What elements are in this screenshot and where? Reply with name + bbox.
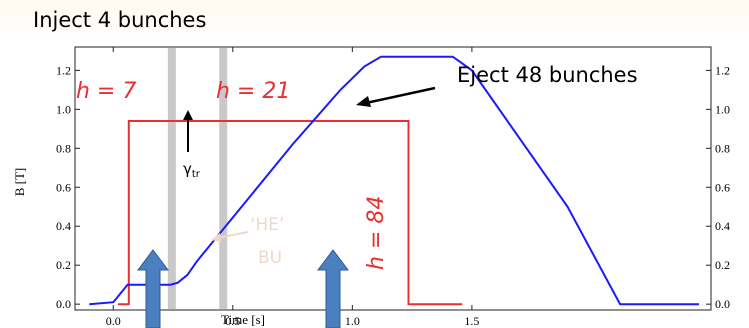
x-tick-label: 0.0 [106, 314, 121, 328]
y-tick-label-right: 0.8 [715, 141, 730, 155]
eject-label: Eject 48 bunches [457, 63, 638, 87]
header-strip [0, 0, 749, 40]
y-tick-label-right: 0.4 [715, 219, 730, 233]
gamma-tr-arrow [183, 110, 193, 152]
y-tick-label-right: 1.0 [715, 102, 730, 116]
harmonic-h84-label: h = 84 [364, 196, 389, 270]
harmonic-h21-label: h = 21 [216, 79, 290, 104]
harmonic-h7-label: h = 7 [76, 79, 136, 104]
y-tick-label-right: 0.2 [715, 258, 730, 272]
slide-title: Inject 4 bunches [33, 8, 206, 32]
y-tick-label-left: 1.2 [56, 63, 71, 77]
injection-arrow-left [137, 249, 169, 328]
shaded-band-1 [167, 48, 176, 309]
y-tick-label-right: 1.2 [715, 63, 730, 77]
y-tick-label-right: 0.0 [715, 297, 730, 311]
eject-arrow [356, 86, 436, 107]
x-axis-label: Time [s] [221, 312, 265, 327]
x-tick-label: 1.5 [464, 314, 479, 328]
y-tick-label-right: 0.6 [715, 180, 730, 194]
rf-harmonic-line [118, 120, 463, 306]
magnetic-field-line [89, 55, 699, 306]
y-tick-label-left: 0.6 [56, 180, 71, 194]
y-tick-label-left: 1.0 [56, 102, 71, 116]
bu-label: BU [258, 248, 282, 268]
he-bu-arrow [211, 231, 249, 242]
shaded-bands [167, 48, 228, 309]
he-label: ‘HE’ [250, 215, 284, 235]
y-axis-label: B [T] [12, 168, 27, 197]
x-tick-label: 1.0 [345, 314, 360, 328]
plot-frame [74, 46, 712, 311]
shaded-band-2 [219, 48, 228, 309]
axis-ticks: 0.0 0.0 0.2 0.2 0.4 0.4 0.6 0.6 0.8 0.8 1.0 1.0 1.2 1… [56, 47, 730, 328]
gamma-tr-label: γtr [183, 160, 201, 180]
injection-arrow-right [317, 249, 349, 328]
y-tick-label-left: 0.2 [56, 258, 71, 272]
x-tick-label: 0.5 [225, 314, 240, 328]
y-tick-label-left: 0.4 [56, 219, 71, 233]
y-tick-label-left: 0.0 [56, 297, 71, 311]
y-tick-label-left: 0.8 [56, 141, 71, 155]
